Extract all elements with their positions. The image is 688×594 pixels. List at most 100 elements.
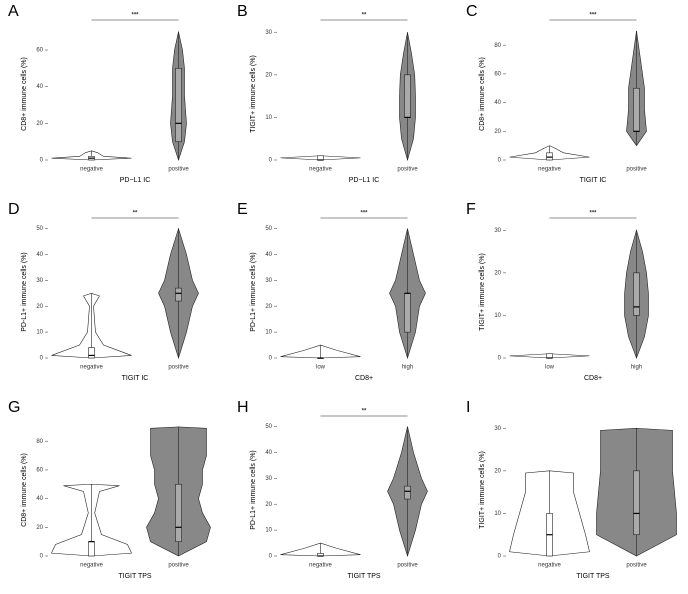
box <box>175 483 182 542</box>
violin-outline <box>51 292 132 359</box>
violin-half <box>636 428 677 556</box>
violin-half <box>178 426 211 556</box>
x-tick-label: low <box>545 365 555 371</box>
y-tick-label: 40 <box>494 100 501 106</box>
violin-half <box>636 230 649 358</box>
panel: D PD-L1+ immune cells (%) TIGIT IC 0 10 20 30 4… <box>8 201 199 382</box>
panel-letter: A <box>8 3 19 20</box>
y-axis-label: PD-L1+ immune cells (%) <box>250 252 257 332</box>
y-tick-label: 10 <box>36 330 43 336</box>
x-tick-label: positive <box>626 167 647 173</box>
y-tick-label: 20 <box>265 502 272 508</box>
panel-letter: H <box>237 399 249 416</box>
violin-outline <box>596 427 677 557</box>
y-tick-label: 20 <box>494 468 501 474</box>
box <box>404 292 411 333</box>
violin-half <box>407 426 428 556</box>
x-tick-label: high <box>402 365 413 371</box>
violin-half <box>389 228 408 358</box>
x-axis-label: PD−L1 IC <box>349 177 380 184</box>
x-axis-label: TIGIT TPS <box>347 573 381 580</box>
violin-half <box>509 353 550 358</box>
box <box>404 74 411 118</box>
y-axis-label: TIGIT+ immune cells (%) <box>479 451 486 529</box>
violin-half <box>320 155 361 160</box>
y-tick-label: 60 <box>36 467 43 473</box>
x-tick-label: negative <box>538 563 561 569</box>
violin-half <box>91 484 132 556</box>
y-tick-label: 20 <box>494 129 501 135</box>
y-tick-label: 80 <box>494 43 501 49</box>
x-tick-label: low <box>316 365 326 371</box>
box <box>317 155 324 161</box>
panel-letter: E <box>237 201 248 218</box>
y-tick-label: 20 <box>265 304 272 310</box>
y-tick-label: 40 <box>36 496 43 502</box>
y-tick-label: 20 <box>494 270 501 276</box>
violin-half <box>407 228 426 358</box>
panel: B TIGIT+ immune cells (%) PD−L1 IC 0 10 20 30 n… <box>237 3 418 184</box>
y-axis-label: CD8+ immune cells (%) <box>21 453 28 527</box>
y-tick-label: 10 <box>265 528 272 534</box>
y-axis-label: CD8+ immune cells (%) <box>21 57 28 131</box>
x-axis-label: TIGIT IC <box>122 375 149 382</box>
significance-label: *** <box>131 13 139 19</box>
y-tick-label: 50 <box>265 226 272 232</box>
x-tick-label: negative <box>80 365 103 371</box>
box <box>404 485 411 500</box>
x-tick-label: positive <box>626 563 647 569</box>
significance-label: *** <box>589 13 597 19</box>
panel-letter: I <box>466 399 470 416</box>
significance-label: ** <box>362 409 367 415</box>
y-tick-label: 0 <box>40 356 44 362</box>
y-axis-label: PD-L1+ immune cells (%) <box>21 252 28 332</box>
y-axis-label: TIGIT+ immune cells (%) <box>250 55 257 133</box>
y-tick-label: 60 <box>36 48 43 54</box>
x-tick-label: high <box>631 365 642 371</box>
panel-letter: F <box>466 201 476 218</box>
y-tick-label: 0 <box>40 554 44 560</box>
x-axis-label: TIGIT TPS <box>118 573 152 580</box>
y-tick-label: 80 <box>36 439 43 445</box>
y-tick-label: 50 <box>265 424 272 430</box>
violin-half <box>509 470 550 556</box>
panel-letter: D <box>8 201 20 218</box>
y-tick-label: 0 <box>498 554 502 560</box>
x-axis-label: CD8+ <box>355 375 373 382</box>
violin-half <box>387 426 408 556</box>
significance-label: *** <box>589 211 597 217</box>
violin-half <box>280 155 321 160</box>
panel: A CD8+ immune cells (%) PD−L1 IC 0 20 40 60 neg… <box>8 3 189 184</box>
y-axis-label: CD8+ immune cells (%) <box>479 57 486 131</box>
y-tick-label: 10 <box>265 115 272 121</box>
box <box>88 347 95 359</box>
y-tick-label: 0 <box>269 356 273 362</box>
panel: G CD8+ immune cells (%) TIGIT TPS 0 20 40 60 80… <box>8 399 211 580</box>
x-axis-label: TIGIT IC <box>580 177 607 184</box>
y-axis-label: TIGIT+ immune cells (%) <box>479 253 486 331</box>
y-tick-label: 20 <box>36 525 43 531</box>
violin-half <box>399 32 408 160</box>
box <box>175 287 182 302</box>
y-tick-label: 30 <box>265 278 272 284</box>
y-tick-label: 30 <box>494 228 501 234</box>
y-tick-label: 20 <box>265 72 272 78</box>
violin-outline <box>158 227 199 360</box>
violin-half <box>146 426 179 556</box>
x-axis-label: TIGIT TPS <box>576 573 610 580</box>
y-tick-label: 0 <box>269 554 273 560</box>
x-tick-label: positive <box>397 563 418 569</box>
y-tick-label: 0 <box>498 356 502 362</box>
y-tick-label: 50 <box>36 226 43 232</box>
violin-half <box>549 353 590 358</box>
violin-half <box>158 228 179 358</box>
box <box>633 87 640 132</box>
y-tick-label: 30 <box>265 476 272 482</box>
y-tick-label: 10 <box>265 330 272 336</box>
panel: C CD8+ immune cells (%) TIGIT IC 0 20 40 60 80 n… <box>466 3 647 184</box>
panel: E PD-L1+ immune cells (%) CD8+ 0 10 20 30 40 50 l… <box>237 201 426 382</box>
x-tick-label: negative <box>80 167 103 173</box>
y-tick-label: 20 <box>36 121 43 127</box>
box <box>546 152 553 161</box>
